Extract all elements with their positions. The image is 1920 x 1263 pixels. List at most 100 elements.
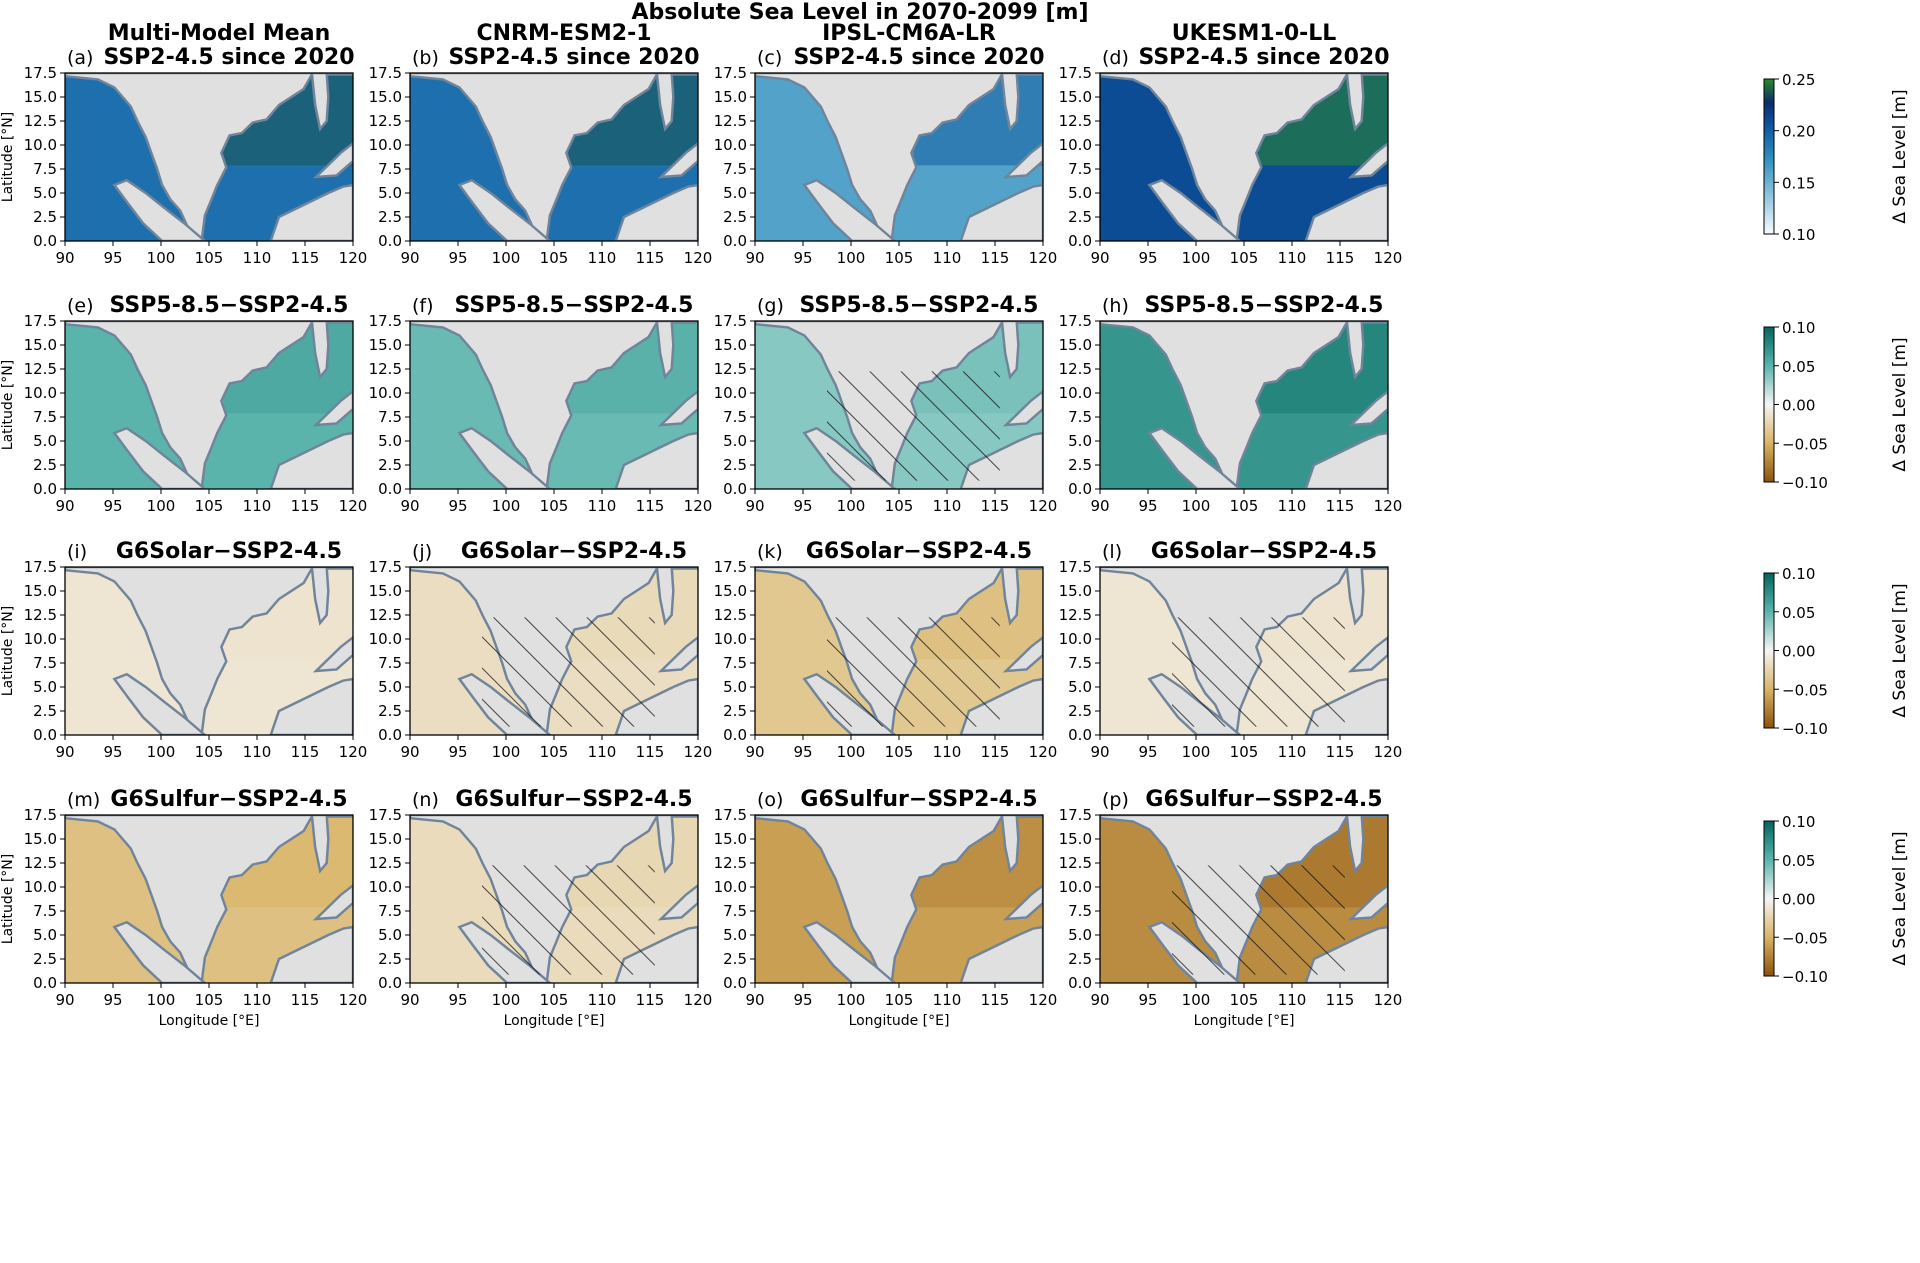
x-tick-label: 120 <box>1029 991 1058 1009</box>
panel-title: SSP5-8.5−SSP2-4.5 <box>110 293 349 318</box>
y-tick-label: 15.0 <box>24 336 57 354</box>
x-axis-label: Longitude [°E] <box>849 1013 950 1029</box>
y-tick-label: 12.5 <box>1059 360 1092 378</box>
x-tick-label: 90 <box>745 991 764 1009</box>
x-tick-label: 110 <box>588 743 617 761</box>
x-tick-label: 115 <box>636 743 665 761</box>
y-tick-label: 15.0 <box>24 88 57 106</box>
panel-k: (k) G6Solar−SSP2-4.5 90 95 100 105 110 115 120 0.… <box>714 539 1058 761</box>
x-tick-label: 100 <box>1182 991 1211 1009</box>
y-tick-label: 17.5 <box>24 64 57 82</box>
x-tick-label: 95 <box>1138 743 1157 761</box>
panel-label: (o) <box>757 789 783 811</box>
y-tick-label: 5.0 <box>33 432 57 450</box>
x-tick-label: 100 <box>1182 497 1211 515</box>
x-tick-label: 115 <box>1326 249 1355 267</box>
y-tick-label: 17.5 <box>24 312 57 330</box>
y-tick-label: 15.0 <box>714 336 747 354</box>
panel-label: (l) <box>1102 541 1122 563</box>
colorbar-tick-label: 0.00 <box>1782 891 1815 909</box>
x-tick-label: 100 <box>837 249 866 267</box>
y-tick-label: 2.5 <box>723 456 747 474</box>
y-tick-label: 2.5 <box>723 702 747 720</box>
x-tick-label: 120 <box>1029 497 1058 515</box>
y-tick-label: 2.5 <box>378 208 402 226</box>
x-tick-label: 115 <box>636 249 665 267</box>
panel-label: (i) <box>67 541 87 563</box>
y-tick-label: 17.5 <box>714 806 747 824</box>
y-tick-label: 0.0 <box>378 726 402 744</box>
panel-e: (e) SSP5-8.5−SSP2-4.5 90 95 100 105 110 115 120 0… <box>0 293 367 515</box>
x-tick-label: 120 <box>684 497 713 515</box>
x-tick-label: 100 <box>1182 249 1211 267</box>
x-tick-label: 115 <box>636 497 665 515</box>
y-tick-label: 0.0 <box>1068 974 1092 992</box>
x-tick-label: 120 <box>684 249 713 267</box>
significance-hatching <box>827 617 1000 727</box>
y-tick-label: 0.0 <box>723 974 747 992</box>
y-tick-label: 17.5 <box>369 558 402 576</box>
y-tick-label: 5.0 <box>378 926 402 944</box>
colorbar-tick-label: 0.10 <box>1782 319 1815 337</box>
panel-title: G6Sulfur−SSP2-4.5 <box>800 787 1037 812</box>
x-tick-label: 90 <box>55 497 74 515</box>
panel-title: G6Solar−SSP2-4.5 <box>1151 539 1377 564</box>
x-tick-label: 100 <box>1182 743 1211 761</box>
y-tick-label: 2.5 <box>378 702 402 720</box>
y-tick-label: 10.0 <box>1059 630 1092 648</box>
significance-hatching <box>827 371 1000 481</box>
panel-label: (k) <box>757 541 783 563</box>
y-tick-label: 7.5 <box>723 160 747 178</box>
panel-title: SSP2-4.5 since 2020 <box>448 45 699 70</box>
y-tick-label: 10.0 <box>24 136 57 154</box>
colorbar-tick-label: −0.05 <box>1782 435 1828 453</box>
colorbar-tick-label: 0.10 <box>1782 226 1815 244</box>
x-tick-label: 115 <box>981 991 1010 1009</box>
x-tick-label: 100 <box>147 991 176 1009</box>
y-tick-label: 15.0 <box>24 830 57 848</box>
y-tick-label: 7.5 <box>1068 408 1092 426</box>
x-tick-label: 105 <box>540 743 569 761</box>
x-tick-label: 95 <box>103 991 122 1009</box>
x-tick-label: 90 <box>400 743 419 761</box>
y-tick-label: 17.5 <box>1059 312 1092 330</box>
x-tick-label: 100 <box>492 991 521 1009</box>
y-tick-label: 12.5 <box>714 112 747 130</box>
colorbar-tick-label: 0.05 <box>1782 358 1815 376</box>
x-tick-label: 105 <box>1230 991 1259 1009</box>
y-tick-label: 5.0 <box>723 184 747 202</box>
y-tick-label: 15.0 <box>1059 830 1092 848</box>
column-title-2: CNRM-ESM2-1 <box>476 21 651 46</box>
panel-title: G6Solar−SSP2-4.5 <box>461 539 687 564</box>
x-axis-label: Longitude [°E] <box>1194 1013 1295 1029</box>
y-tick-label: 17.5 <box>714 312 747 330</box>
y-tick-label: 0.0 <box>723 726 747 744</box>
panel-m: (m) G6Sulfur−SSP2-4.5 90 95 100 105 110 115 120 0… <box>0 787 367 1029</box>
y-tick-label: 17.5 <box>24 806 57 824</box>
y-tick-label: 10.0 <box>369 878 402 896</box>
panel-g: (g) SSP5-8.5−SSP2-4.5 90 95 100 105 110 115 120 0… <box>714 293 1058 515</box>
y-tick-label: 7.5 <box>33 408 57 426</box>
panel-j: (j) G6Solar−SSP2-4.5 90 95 100 105 110 115 120 0.… <box>369 539 713 761</box>
panel-title: SSP5-8.5−SSP2-4.5 <box>800 293 1039 318</box>
x-tick-label: 120 <box>339 743 368 761</box>
x-tick-label: 90 <box>745 497 764 515</box>
y-tick-label: 12.5 <box>369 112 402 130</box>
y-tick-label: 15.0 <box>714 830 747 848</box>
x-tick-label: 115 <box>1326 743 1355 761</box>
column-title-4: UKESM1-0-LL <box>1172 21 1337 46</box>
y-tick-label: 12.5 <box>24 360 57 378</box>
y-tick-label: 5.0 <box>1068 926 1092 944</box>
y-tick-label: 0.0 <box>33 232 57 250</box>
x-tick-label: 115 <box>291 743 320 761</box>
x-axis-label: Longitude [°E] <box>159 1013 260 1029</box>
panel-l: (l) G6Solar−SSP2-4.5 90 95 100 105 110 115 120 0.… <box>1059 539 1403 761</box>
panel-a: (a) SSP2-4.5 since 2020 90 95 100 105 110 115 12… <box>0 45 367 267</box>
colorbar-tick-label: 0.00 <box>1782 643 1815 661</box>
y-tick-label: 12.5 <box>369 606 402 624</box>
x-tick-label: 90 <box>400 497 419 515</box>
colorbar-tick-label: 0.05 <box>1782 852 1815 870</box>
panel-label: (j) <box>412 541 432 563</box>
colorbar-row-4: 0.10 0.05 0.00 −0.05 −0.10 Δ Sea Level [m] <box>1763 813 1910 986</box>
x-tick-label: 105 <box>195 497 224 515</box>
